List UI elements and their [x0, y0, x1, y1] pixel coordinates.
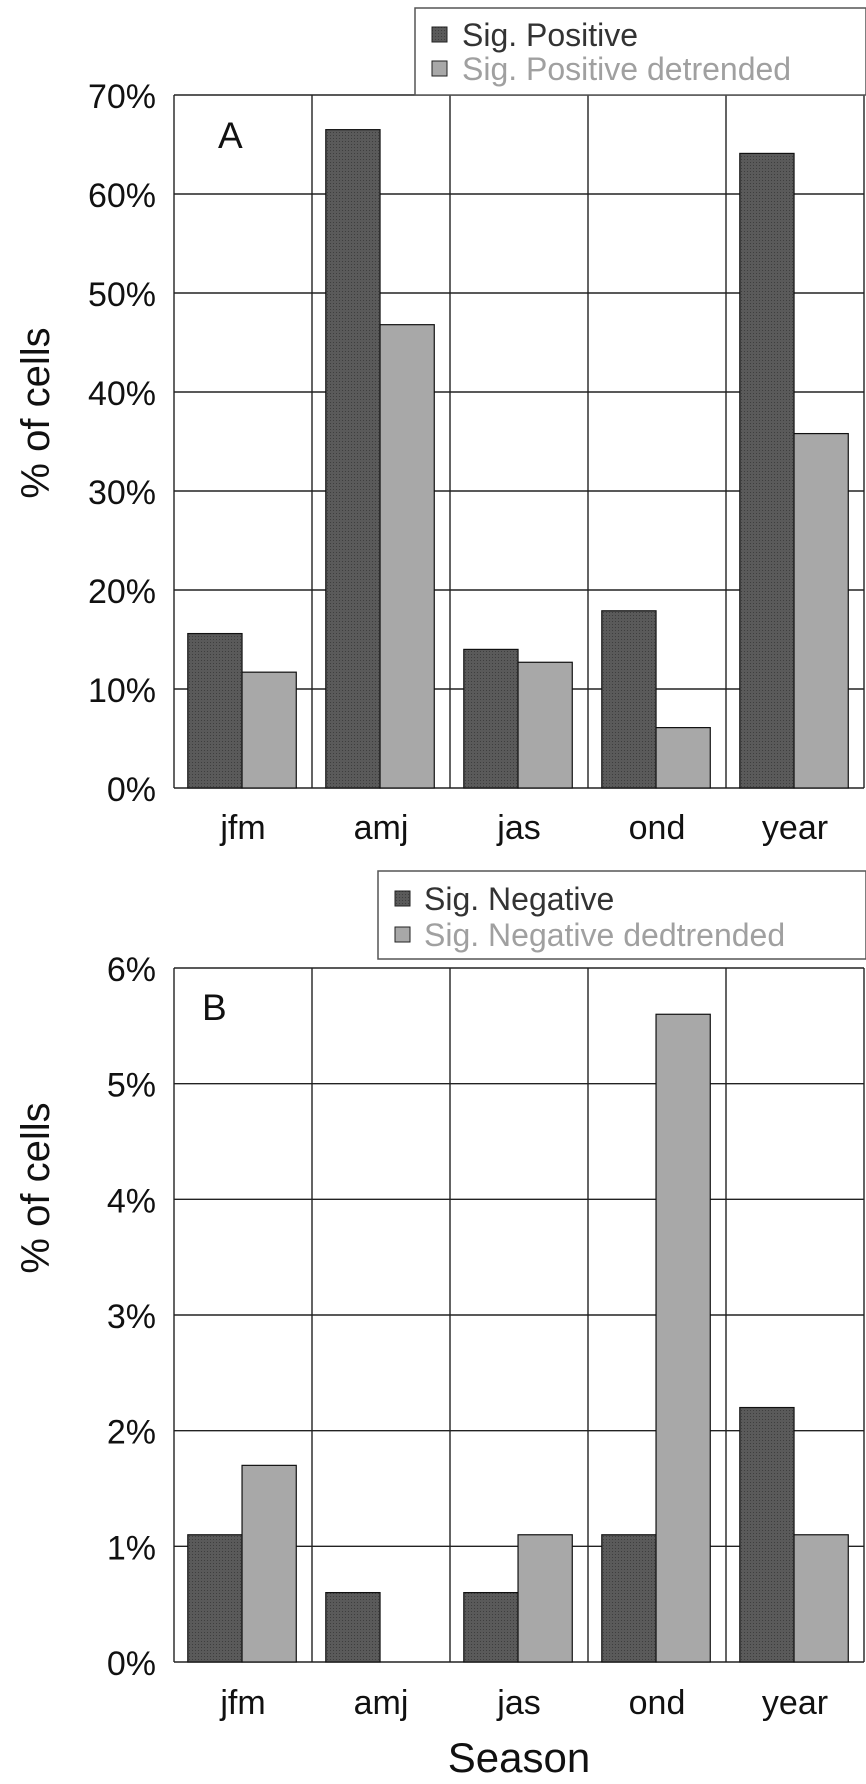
- panel-b-xtick-label: amj: [354, 1684, 409, 1722]
- panel-b-xtick-label: year: [762, 1684, 828, 1722]
- panel-b-ytick-label: 1%: [107, 1529, 156, 1567]
- panel-b-ytick-label: 3%: [107, 1298, 156, 1336]
- panel-b-bar-series2-jfm: [241, 1464, 297, 1663]
- panel-b-bar-series1-year: [739, 1406, 795, 1663]
- panel-a-xtick-label: amj: [354, 809, 409, 847]
- panel-b-x-axis-label: Season: [448, 1734, 590, 1781]
- panel-a-bar-series1-jfm: [187, 632, 243, 789]
- panel-b-bar-series2-year: [793, 1534, 849, 1663]
- panel-a-legend: Sig. Positive Sig. Positive detrended: [414, 7, 866, 96]
- panel-a-xtick-label: year: [762, 809, 828, 847]
- panel-b-legend-swatch-2: [394, 926, 411, 943]
- panel-a-grid: [173, 94, 865, 789]
- panel-b-label: B: [202, 987, 227, 1028]
- panel-a: 0% 10% 20% 30% 40% 50% 60% 70% jfm amj jas ond year…: [14, 7, 866, 847]
- panel-a-legend-box: [414, 7, 866, 96]
- panel-b-bar-series1-ond: [601, 1534, 657, 1663]
- panel-a-bar-series1-amj: [325, 129, 381, 789]
- panel-b-bar-series1-jfm: [187, 1534, 243, 1663]
- panel-b-ytick-label: 6%: [107, 951, 156, 989]
- panel-a-legend-label-2: Sig. Positive detrended: [462, 51, 791, 87]
- panel-a-bar-series2-year: [793, 432, 849, 789]
- panel-a-legend-swatch-1: [431, 26, 448, 43]
- panel-a-ytick-label: 50%: [88, 276, 156, 314]
- panel-a-y-axis-label: % of cells: [14, 327, 58, 498]
- panel-b-xtick-label: ond: [629, 1684, 686, 1722]
- panel-b: 0% 1% 2% 3% 4% 5% 6% jfm amj jas ond year B % of c…: [14, 870, 866, 1781]
- panel-a-xtick-label: ond: [629, 809, 686, 847]
- panel-a-label: A: [218, 115, 243, 156]
- panel-a-yticks: 0% 10% 20% 30% 40% 50% 60% 70%: [88, 78, 156, 809]
- panel-a-bar-series2-ond: [655, 727, 711, 789]
- panel-b-legend-label-2: Sig. Negative dedtrended: [424, 917, 785, 953]
- panel-b-legend-swatch-1: [394, 890, 411, 907]
- panel-b-bar-series2-ond: [655, 1013, 711, 1663]
- panel-b-xtick-label: jas: [496, 1684, 540, 1722]
- panel-b-bar-series1-jas: [463, 1591, 519, 1663]
- panel-a-bars: [187, 129, 849, 789]
- panel-b-bar-series1-amj: [325, 1591, 381, 1663]
- panel-b-xticks: jfm amj jas ond year: [219, 1684, 828, 1722]
- panel-a-ytick-label: 10%: [88, 672, 156, 710]
- panel-b-ytick-label: 5%: [107, 1067, 156, 1105]
- panel-b-legend-box: [377, 870, 866, 960]
- panel-a-bar-series2-amj: [379, 324, 435, 789]
- panel-a-bar-series2-jas: [517, 661, 573, 789]
- panel-a-xticks: jfm amj jas ond year: [219, 809, 828, 847]
- panel-b-legend-label-1: Sig. Negative: [424, 881, 614, 917]
- panel-a-legend-label-1: Sig. Positive: [462, 17, 638, 53]
- panel-b-bars: [187, 1013, 849, 1663]
- panel-a-bar-series2-jfm: [241, 671, 297, 789]
- panel-a-bar-series1-jas: [463, 648, 519, 789]
- panel-a-ytick-label: 30%: [88, 474, 156, 512]
- panel-b-ytick-label: 4%: [107, 1182, 156, 1220]
- panel-a-legend-swatch-2: [431, 60, 448, 77]
- panel-a-bar-series1-ond: [601, 610, 657, 789]
- panel-b-xtick-label: jfm: [219, 1684, 265, 1722]
- panel-b-legend: Sig. Negative Sig. Negative dedtrended: [377, 870, 866, 960]
- panel-a-xtick-label: jfm: [219, 809, 265, 847]
- panel-b-ytick-label: 2%: [107, 1414, 156, 1452]
- panel-a-ytick-label: 20%: [88, 573, 156, 611]
- panel-b-bar-series2-jas: [517, 1534, 573, 1663]
- panel-a-ytick-label: 0%: [107, 771, 156, 809]
- panel-b-yticks: 0% 1% 2% 3% 4% 5% 6%: [107, 951, 156, 1683]
- panel-a-ytick-label: 70%: [88, 78, 156, 116]
- panel-a-bar-series1-year: [739, 152, 795, 789]
- panel-a-ytick-label: 60%: [88, 177, 156, 215]
- panel-b-y-axis-label: % of cells: [14, 1102, 58, 1273]
- panel-a-ytick-label: 40%: [88, 375, 156, 413]
- panel-a-xtick-label: jas: [496, 809, 540, 847]
- panel-b-ytick-label: 0%: [107, 1645, 156, 1683]
